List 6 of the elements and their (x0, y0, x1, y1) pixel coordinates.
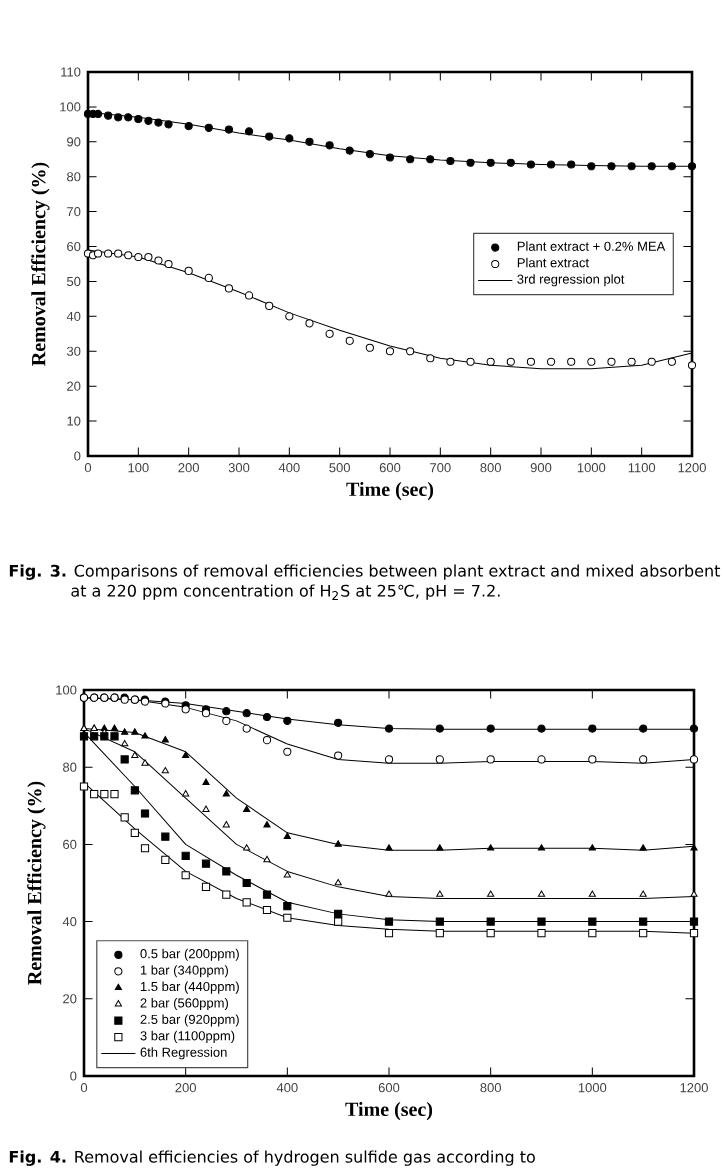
y-axis-title: Removal Efficiency (%) (27, 781, 46, 985)
x-axis-title: Time (sec) (345, 1101, 433, 1121)
y-axis-title: Removal Efficiency (%) (31, 162, 50, 366)
x-axis-title: Time (sec) (346, 481, 434, 501)
text: Fig. 4. Removal efficiencies of hydrogen sulfide gas according to (9, 1150, 535, 1166)
text: Fig. 3. Comparisons of removal efficiencies between plant extract and mixed absorbent at a 220 ppm concentration of H$_{2}$S at 25℃, pH = 7.2. (9, 564, 721, 600)
